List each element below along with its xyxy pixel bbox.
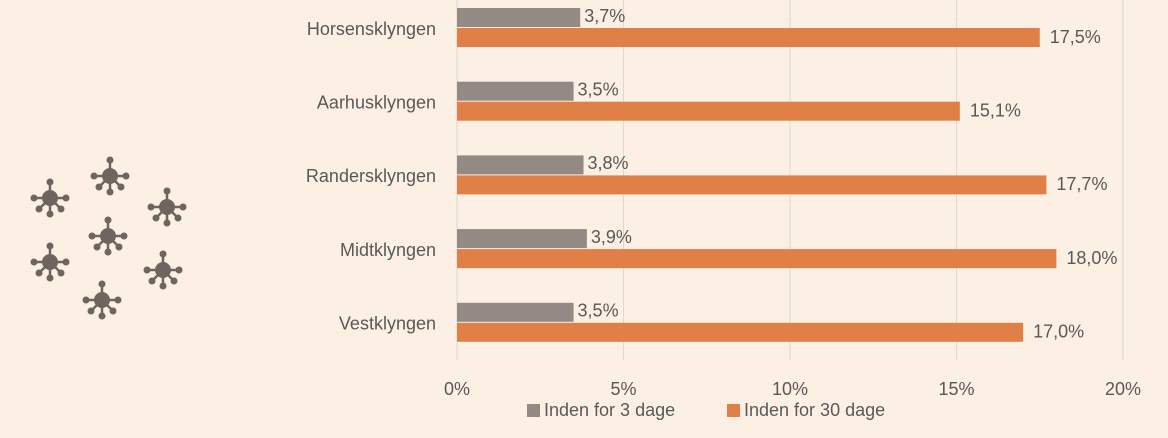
- y-tick-label: Vestklyngen: [339, 314, 436, 334]
- y-tick-label: Horsensklyngen: [307, 19, 436, 39]
- x-tick-label: 20%: [1105, 379, 1141, 399]
- x-tick-label: 5%: [610, 379, 636, 399]
- value-label: 17,7%: [1056, 174, 1107, 194]
- cluster-icon: [29, 155, 188, 321]
- x-tick-label: 0%: [444, 379, 470, 399]
- bar: [457, 155, 584, 175]
- value-label: 3,7%: [584, 6, 625, 26]
- value-label: 3,9%: [591, 227, 632, 247]
- bar: [457, 229, 587, 249]
- value-label: 3,5%: [578, 301, 619, 321]
- value-label: 3,5%: [578, 79, 619, 99]
- x-tick-label: 15%: [938, 379, 974, 399]
- legend-label: Inden for 30 dage: [744, 400, 885, 420]
- bar: [457, 322, 1024, 342]
- value-label: 15,1%: [970, 100, 1021, 120]
- legend-swatch: [727, 404, 740, 417]
- value-label: 3,8%: [588, 153, 629, 173]
- legend-label: Inden for 3 dage: [544, 400, 675, 420]
- value-label: 17,5%: [1050, 27, 1101, 47]
- value-label: 18,0%: [1066, 248, 1117, 268]
- y-tick-label: Midtklyngen: [340, 240, 436, 260]
- bar: [457, 28, 1040, 47]
- x-tick-label: 10%: [772, 379, 808, 399]
- value-label: 17,0%: [1033, 322, 1084, 342]
- bar: [457, 8, 581, 27]
- y-tick-label: Randersklyngen: [306, 166, 436, 186]
- bar: [457, 81, 574, 101]
- bar: [457, 175, 1047, 195]
- legend-swatch: [527, 404, 540, 417]
- bar: [457, 249, 1057, 269]
- bar: [457, 101, 960, 121]
- bar: [457, 302, 574, 322]
- y-tick-label: Aarhusklyngen: [317, 92, 436, 112]
